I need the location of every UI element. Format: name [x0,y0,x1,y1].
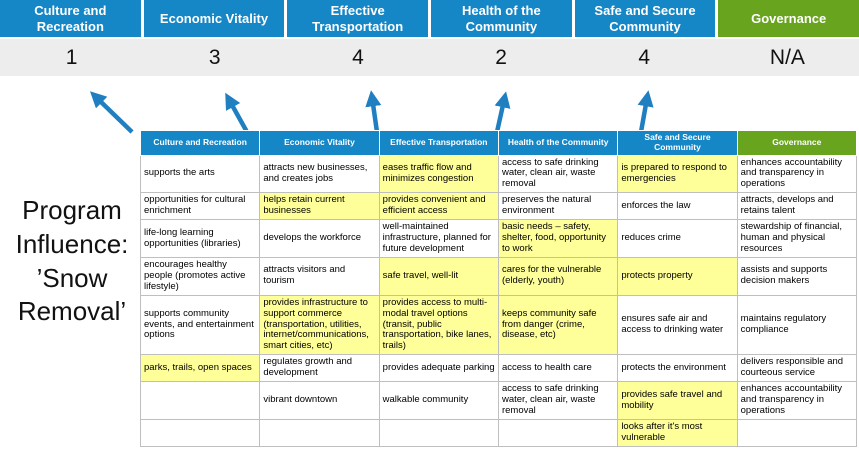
matrix-cell [736,418,858,447]
summary-category: Economic Vitality [143,0,285,37]
matrix-header-cell: Health of the Community [497,130,619,156]
matrix-cell: ensures safe air and access to drinking … [617,294,738,356]
matrix-cell: protects property [617,256,738,296]
matrix-cell: access to health care [497,354,619,383]
matrix-cell: basic needs – safety, shelter, food, opp… [497,219,619,258]
matrix-cell [139,418,261,447]
summary-score: 2 [495,45,507,69]
summary-score: 4 [638,45,651,69]
matrix-cell: safe travel, well-lit [378,256,499,296]
matrix-cell: vibrant downtown [259,381,380,420]
influence-arrow [225,92,249,134]
matrix-cell: regulates growth and development [259,354,380,383]
matrix-cell: provides safe travel and mobility [617,381,738,420]
matrix-header-cell: Governance [736,130,858,156]
matrix-cell: delivers responsible and courteous servi… [736,354,858,383]
matrix-cell: enforces the law [617,192,738,221]
matrix-cell: attracts, develops and retains talent [736,192,858,221]
matrix-cell: enhances accountability and transparency… [736,154,858,194]
matrix-cell: helps retain current businesses [259,192,380,221]
matrix-cell [259,418,380,447]
matrix-cell: cares for the vulnerable (elderly, youth… [497,256,619,296]
table-row: life-long learning opportunities (librar… [139,219,858,258]
matrix-header-cell: Culture and Recreation [139,130,261,156]
matrix-cell: attracts new businesses, and creates job… [259,154,380,194]
matrix-cell: assists and supports decision makers [736,256,858,296]
matrix-cell: preserves the natural environment [497,192,619,221]
matrix-head-row: Culture and Recreation Economic Vitality E… [139,130,858,156]
matrix-cell: access to safe drinking water, clean air… [497,154,619,194]
matrix-cell: opportunities for cultural enrichment [139,192,261,221]
matrix-cell: supports community events, and entertain… [139,294,261,356]
table-row: encourages healthy people (promotes acti… [139,256,858,296]
matrix-cell: walkable community [378,381,499,420]
matrix-cell [378,418,499,447]
matrix-cell: enhances accountability and transparency… [736,381,858,420]
matrix-cell: provides access to multi-modal travel op… [378,294,499,356]
matrix-header-cell: Economic Vitality [259,130,380,156]
matrix-cell: life-long learning opportunities (librar… [139,219,261,258]
table-row: vibrant downtown walkable community access… [139,381,858,420]
summary-score: 3 [208,45,221,69]
table-row: supports community events, and entertain… [139,294,858,356]
table-row: looks after it's most vulnerable [139,418,858,447]
matrix-header-cell: Effective Transportation [378,130,499,156]
influence-table: Culture and Recreation Economic Vitality E… [139,130,858,447]
summary-score: 1 [65,45,78,69]
matrix-cell: provides convenient and efficient access [378,192,499,221]
summary-score: N/A [769,45,805,69]
influence-arrow [89,91,134,134]
matrix-cell: supports the arts [139,154,261,194]
summary-header-row: Culture and Recreation Economic Vitality E… [0,0,859,37]
matrix-cell [139,381,261,420]
table-row: parks, trails, open spaces regulates grow… [139,354,858,383]
matrix-cell [497,418,619,447]
matrix-cell: looks after it's most vulnerable [617,418,738,447]
table-row: opportunities for cultural enrichment hel… [139,192,858,221]
table-row: supports the arts attracts new businesses… [139,154,858,194]
matrix-cell: access to safe drinking water, clean air… [497,381,619,420]
summary-category: Effective Transportation [287,0,428,37]
program-influence-label: Program Influence: ’Snow Removal’ [15,195,129,327]
matrix-cell: provides adequate parking [378,354,499,383]
summary-category: Safe and Secure Community [574,0,716,37]
matrix-cell: develops the workforce [259,219,380,258]
matrix-cell: parks, trails, open spaces [139,354,261,383]
matrix-cell: reduces crime [617,219,738,258]
matrix-cell: provides infrastructure to support comme… [259,294,380,356]
matrix-body: supports the arts attracts new businesses… [139,154,858,447]
matrix-header-cell: Safe and Secure Community [617,130,738,156]
summary-category: Culture and Recreation [0,0,141,37]
matrix-cell: keeps community safe from danger (crime,… [497,294,619,356]
influence-arrow [494,91,511,133]
influence-arrow [637,90,654,133]
matrix-header: Culture and Recreation Economic Vitality E… [139,130,858,156]
influence-arrow [365,90,382,133]
summary-category: Governance [718,0,859,37]
summary-score: 4 [352,45,364,69]
matrix-cell: encourages healthy people (promotes acti… [139,256,261,296]
influence-arrows [89,90,654,134]
summary-category: Health of the Community [431,0,572,37]
matrix-cell: eases traffic flow and minimizes congest… [378,154,499,194]
matrix-cell: maintains regulatory compliance [736,294,858,356]
matrix-cell: attracts visitors and tourism [259,256,380,296]
summary-score-row: 1 3 4 2 4 N/A [0,39,859,76]
matrix-cell: stewardship of financial, human and phys… [736,219,858,258]
matrix-cell: protects the environment [617,354,738,383]
matrix-cell: is prepared to respond to emergencies [617,154,738,194]
matrix-cell: well-maintained infrastructure, planned … [378,219,499,258]
